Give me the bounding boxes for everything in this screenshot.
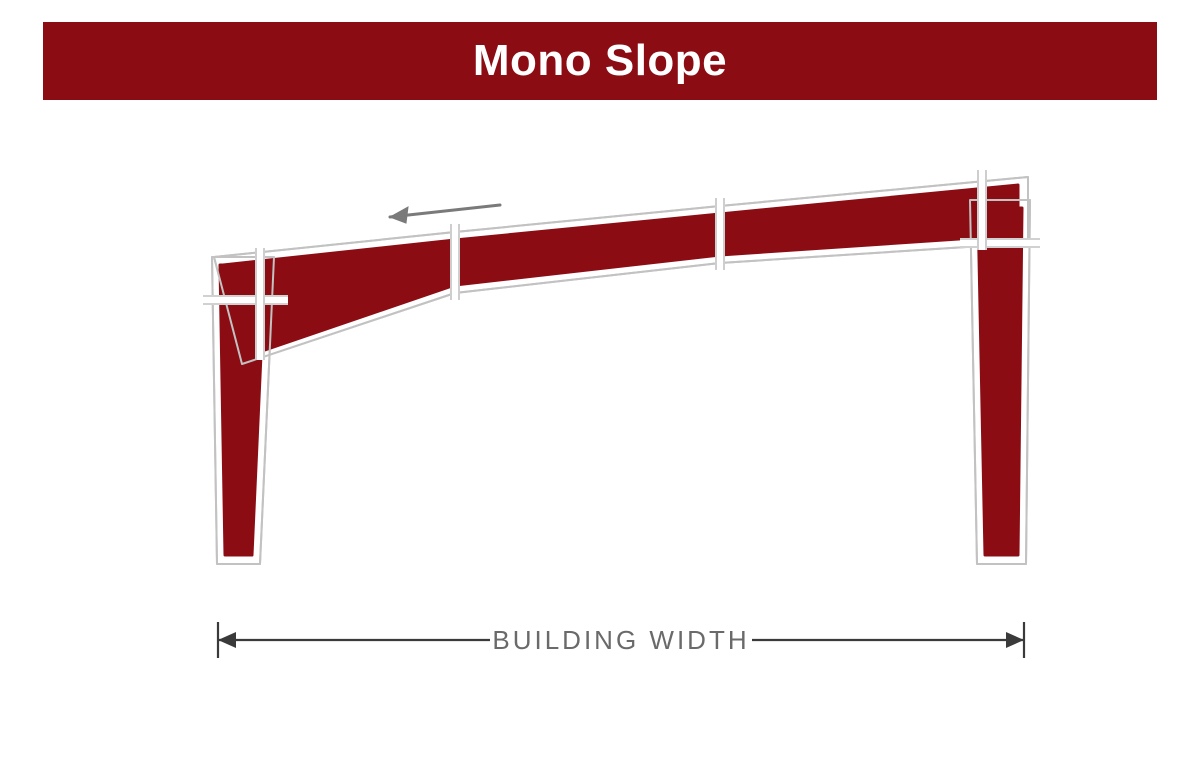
title-text: Mono Slope <box>473 36 727 86</box>
mono-slope-frame-svg: BUILDING WIDTH <box>0 100 1200 700</box>
title-bar: Mono Slope <box>43 22 1157 100</box>
diagram: BUILDING WIDTH <box>0 100 1200 705</box>
dimension-label: BUILDING WIDTH <box>492 625 749 655</box>
